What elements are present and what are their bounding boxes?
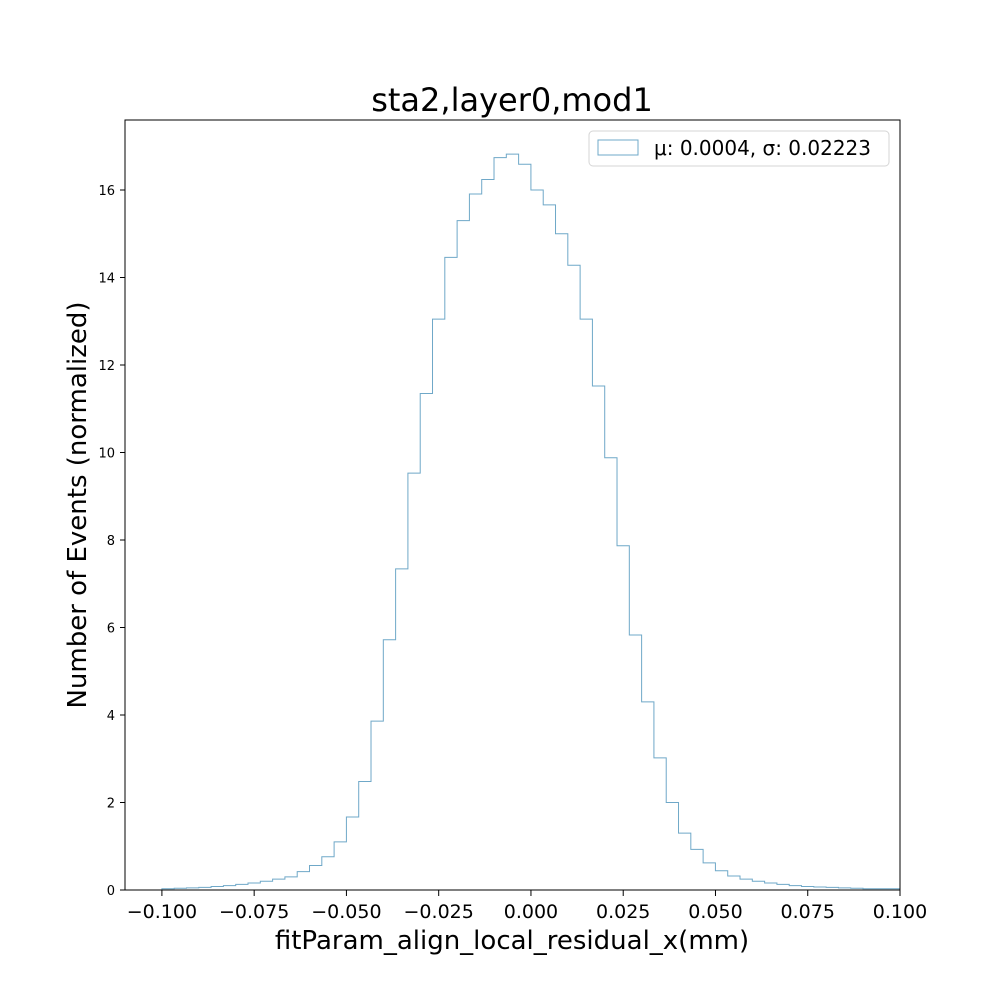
y-tick-label: 10 — [98, 447, 115, 462]
histogram-bin — [666, 803, 678, 891]
histogram-bin — [556, 234, 568, 890]
legend: μ: 0.0004, σ: 0.02223 — [588, 130, 890, 167]
x-tick-label: −0.025 — [404, 901, 474, 923]
x-tick-label: −0.075 — [219, 901, 289, 923]
legend-label: μ: 0.0004, σ: 0.02223 — [654, 136, 871, 160]
x-tick-label: 0.100 — [873, 901, 927, 923]
x-tick-label: −0.100 — [127, 901, 197, 923]
histogram-bin — [531, 190, 543, 890]
histogram-bin — [568, 265, 580, 890]
histogram-bin — [248, 883, 260, 890]
histogram-bin — [654, 758, 666, 890]
plot-frame — [124, 119, 901, 891]
histogram-bin — [765, 883, 777, 890]
histogram-bin — [433, 319, 445, 890]
legend-box — [588, 130, 890, 167]
x-tick-label: 0.050 — [688, 901, 742, 923]
histogram-bin — [273, 879, 285, 890]
histogram-marks — [161, 153, 901, 891]
y-axis-label: Number of Events (normalized) — [63, 301, 93, 708]
x-tick-label: −0.050 — [311, 901, 381, 923]
histogram-bin — [605, 458, 617, 890]
histogram-bin — [297, 872, 309, 890]
y-axis: 0 2 4 6 8 10 12 14 16 — [98, 184, 125, 899]
x-axis-label: fitParam_align_local_residual_x(mm) — [275, 926, 749, 956]
y-tick-label: 2 — [107, 797, 115, 812]
legend-swatch — [597, 139, 639, 156]
x-axis: −0.100 −0.075 −0.050 −0.025 0.000 0.025 0.050 0… — [127, 890, 927, 923]
histogram-bin — [506, 154, 518, 890]
histogram-bin — [752, 881, 764, 890]
histogram-bin — [777, 884, 789, 890]
histogram-bin — [445, 257, 457, 890]
histogram-outline — [161, 153, 901, 890]
histogram-bin — [728, 876, 740, 890]
histogram-bin — [580, 319, 592, 890]
y-tick-label: 16 — [98, 184, 115, 199]
histogram-bin — [457, 221, 469, 890]
histogram-bin — [420, 393, 432, 890]
histogram-bin — [691, 849, 703, 890]
y-tick-label: 12 — [98, 359, 115, 374]
histogram-bin — [715, 871, 727, 890]
histogram-bin — [322, 857, 334, 890]
histogram-bin — [592, 386, 604, 890]
histogram-bin — [494, 158, 506, 890]
y-tick-label: 14 — [98, 272, 115, 287]
histogram-bin — [679, 833, 691, 890]
histogram-bin — [285, 877, 297, 890]
histogram-bin — [617, 546, 629, 890]
histogram-bin — [260, 881, 272, 890]
histogram-bin — [211, 887, 223, 891]
histogram-bin — [740, 879, 752, 890]
histogram-bin — [519, 164, 531, 890]
y-tick-label: 4 — [107, 709, 115, 724]
histogram-bin — [469, 194, 481, 890]
histogram-bin — [703, 863, 715, 890]
x-tick-label: 0.025 — [596, 901, 650, 923]
x-tick-label: 0.075 — [781, 901, 835, 923]
histogram-bin — [346, 817, 358, 890]
y-tick-label: 8 — [107, 534, 115, 549]
x-tick-label: 0.000 — [504, 901, 558, 923]
histogram-bin — [789, 886, 801, 890]
histogram-bin — [236, 884, 248, 890]
histogram-bin — [802, 887, 814, 891]
histogram-bin — [310, 866, 322, 891]
histogram-bin — [482, 180, 494, 891]
histogram-bin — [371, 721, 383, 890]
histogram-bin — [334, 842, 346, 890]
y-tick-label: 0 — [107, 884, 115, 899]
histogram-bin — [629, 635, 641, 890]
histogram-bin — [543, 205, 555, 890]
histogram-bin — [223, 886, 235, 890]
histogram-bin — [359, 782, 371, 891]
histogram-bin — [642, 702, 654, 890]
chart-title: sta2,layer0,mod1 — [371, 81, 653, 119]
histogram-bin — [408, 473, 420, 890]
histogram-bin — [383, 640, 395, 890]
histogram-bin — [396, 569, 408, 890]
y-tick-label: 6 — [107, 622, 115, 637]
